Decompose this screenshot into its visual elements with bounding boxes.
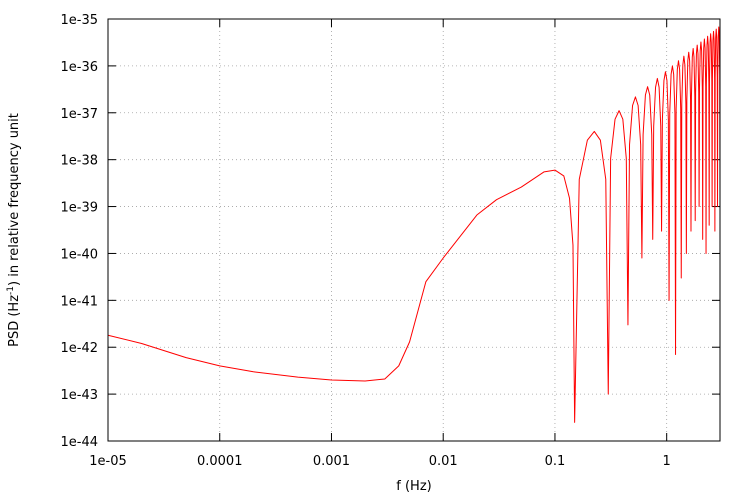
y-axis-label: PSD (Hz-1) in relative frequency unit — [6, 113, 22, 347]
y-label-superscript: -1 — [6, 286, 16, 295]
y-tick-label: 1e-35 — [60, 13, 98, 28]
y-tick-label: 1e-39 — [60, 201, 98, 216]
y-tick-label: 1e-44 — [60, 435, 98, 450]
y-tick-label: 1e-36 — [60, 60, 98, 75]
y-label-part: ) in relative frequency unit — [7, 113, 22, 286]
y-tick-label: 1e-37 — [60, 107, 98, 122]
x-tick-label: 0.0001 — [197, 454, 243, 469]
x-tick-label: 0.01 — [429, 454, 458, 469]
y-tick-label: 1e-41 — [60, 294, 98, 309]
x-tick-label: 0.1 — [545, 454, 566, 469]
data-line — [107, 26, 721, 423]
y-tick-label: 1e-43 — [60, 388, 98, 403]
x-tick-label: 0.001 — [313, 454, 350, 469]
x-tick-label: 1 — [663, 454, 671, 469]
y-tick-label: 1e-40 — [60, 247, 98, 262]
plot-frame — [107, 18, 721, 442]
y-tick-label: 1e-38 — [60, 154, 98, 169]
y-label-part: PSD (Hz — [7, 295, 22, 347]
x-axis-label: f (Hz) — [396, 479, 431, 494]
x-tick-label: 1e-05 — [89, 454, 127, 469]
y-tick-label: 1e-42 — [60, 341, 98, 356]
